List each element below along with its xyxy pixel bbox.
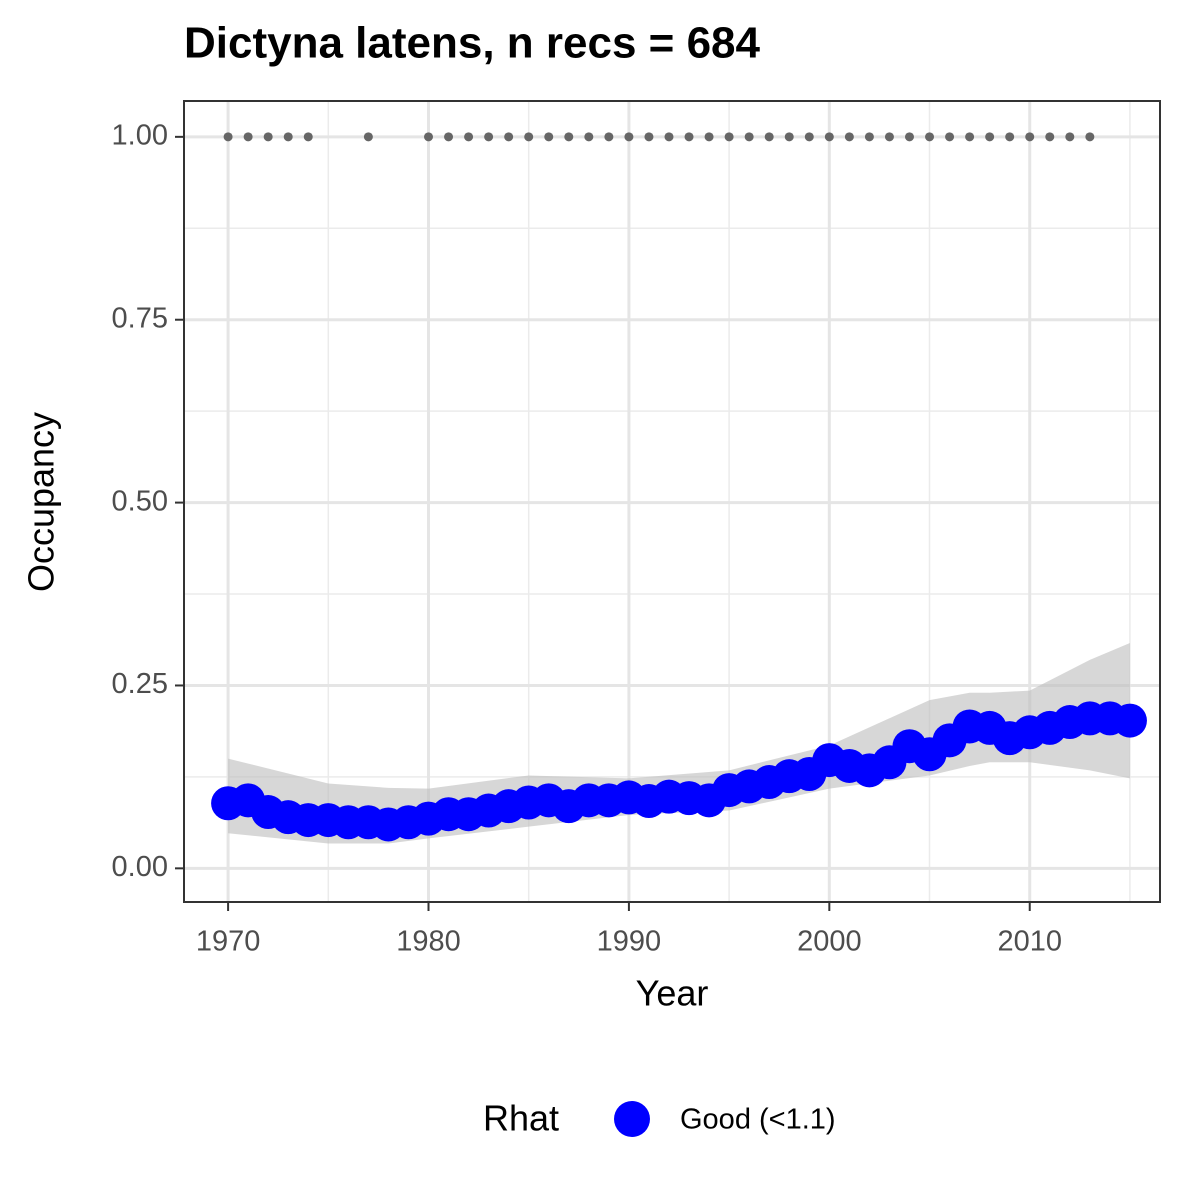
y-axis-label: Occupancy [21, 412, 62, 592]
y-tick-label: 0.00 [112, 851, 168, 883]
detection-point [444, 132, 454, 142]
detection-point [263, 132, 273, 142]
detection-point [824, 132, 834, 142]
detection-point [464, 132, 474, 142]
legend-label: Good (<1.1) [680, 1104, 836, 1136]
detection-point [1045, 132, 1055, 142]
x-axis-label: Year [636, 973, 709, 1014]
x-tick-label: 1970 [196, 926, 261, 958]
legend-key [614, 1101, 650, 1137]
detection-point [804, 132, 814, 142]
detection-point [1025, 132, 1035, 142]
detection-point [243, 132, 253, 142]
detection-point [484, 132, 494, 142]
x-tick-label: 2010 [997, 926, 1062, 958]
detection-point [624, 132, 634, 142]
detection-point [524, 132, 534, 142]
detection-point [363, 132, 373, 142]
detection-point [784, 132, 794, 142]
detection-point [604, 132, 614, 142]
legend-title: Rhat [483, 1098, 559, 1139]
y-tick-label: 0.50 [112, 485, 168, 517]
detection-point [965, 132, 975, 142]
detection-point [664, 132, 674, 142]
detection-point [303, 132, 313, 142]
y-tick-label: 0.75 [112, 302, 168, 334]
detection-point [644, 132, 654, 142]
detection-point [704, 132, 714, 142]
y-tick-label: 0.25 [112, 668, 168, 700]
detection-point [424, 132, 434, 142]
detection-point [1065, 132, 1075, 142]
detection-point [564, 132, 574, 142]
confidence-band [228, 643, 1130, 844]
x-tick-label: 2000 [797, 926, 862, 958]
detection-point [1005, 132, 1015, 142]
detection-point [764, 132, 774, 142]
detection-point [684, 132, 694, 142]
detection-point [985, 132, 995, 142]
detection-point [504, 132, 514, 142]
detection-point [584, 132, 594, 142]
y-tick-label: 1.00 [112, 120, 168, 152]
detection-point [864, 132, 874, 142]
occupancy-point [1112, 703, 1147, 738]
detection-point [544, 132, 554, 142]
x-tick-label: 1980 [396, 926, 461, 958]
detection-point [925, 132, 935, 142]
detection-point [945, 132, 955, 142]
detection-point [844, 132, 854, 142]
detection-point [283, 132, 293, 142]
detection-point [904, 132, 914, 142]
detection-point [223, 132, 233, 142]
plot-border [183, 100, 1161, 903]
detection-point [884, 132, 894, 142]
detection-point [744, 132, 754, 142]
chart-title: Dictyna latens, n recs = 684 [184, 19, 761, 68]
detection-point [1085, 132, 1095, 142]
detection-point [724, 132, 734, 142]
x-tick-label: 1990 [597, 926, 662, 958]
